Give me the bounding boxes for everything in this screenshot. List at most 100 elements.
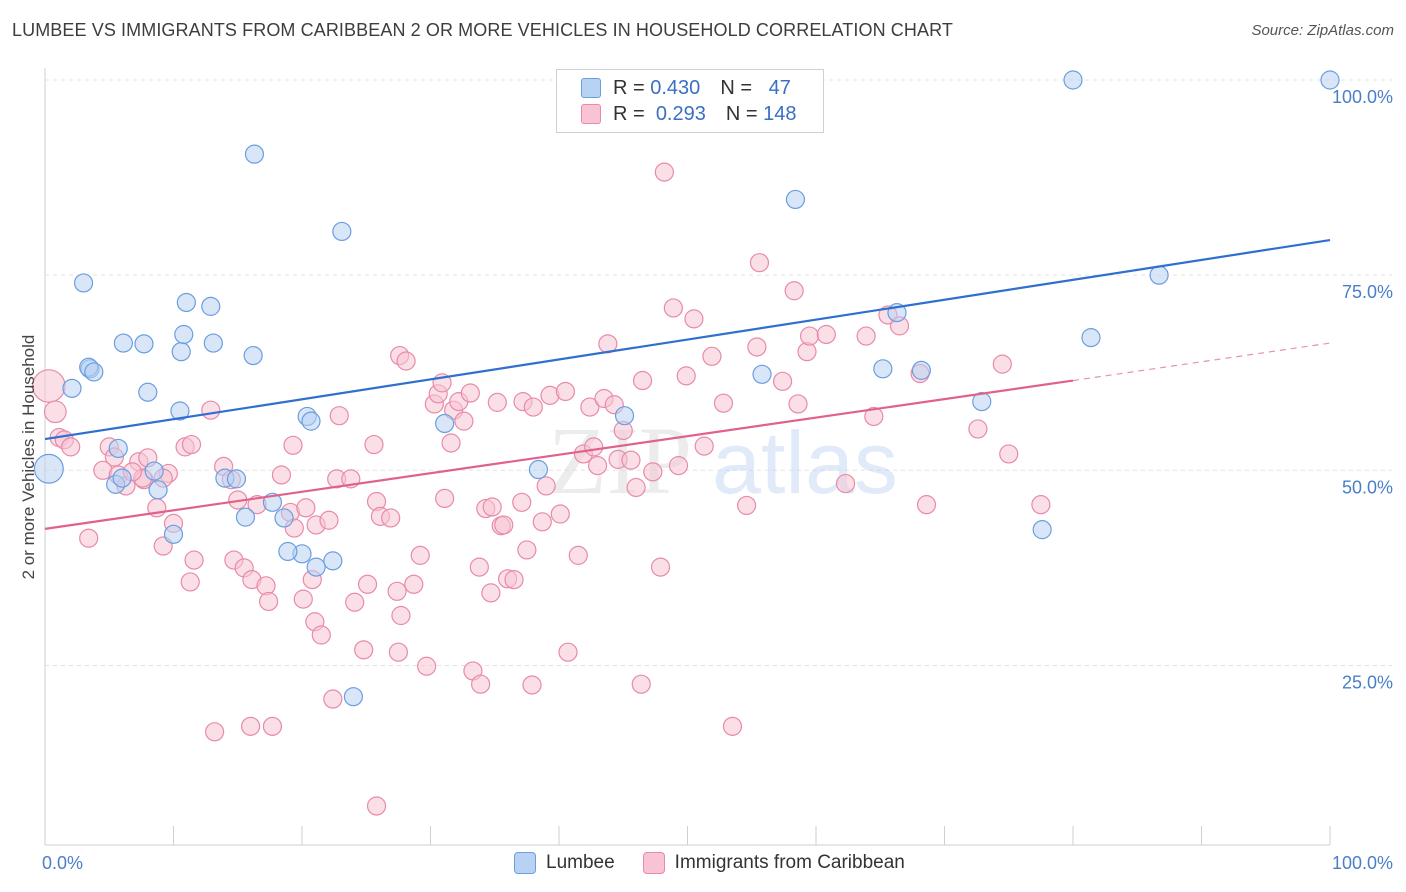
caribbean-point <box>643 462 663 482</box>
lumbee-point <box>108 438 128 459</box>
caribbean-point <box>663 298 683 318</box>
caribbean-point <box>469 557 489 577</box>
caribbean-point <box>460 383 480 403</box>
caribbean-point <box>319 510 339 530</box>
caribbean-point <box>504 569 524 590</box>
caribbean-point <box>441 433 461 453</box>
lumbee-point <box>134 334 154 354</box>
caribbean-point <box>364 434 384 455</box>
legend-item-caribbean: Immigrants from Caribbean <box>642 852 905 874</box>
lumbee-point <box>33 453 64 484</box>
trend-lines <box>44 238 1331 530</box>
lumbee-point <box>306 557 326 577</box>
caribbean-point <box>366 796 387 816</box>
caribbean-point <box>61 437 81 457</box>
n-label: N = <box>720 76 752 99</box>
caribbean-point <box>79 528 99 548</box>
caribbean-point <box>532 512 552 532</box>
lumbee-point <box>1032 520 1052 540</box>
lumbee-point <box>203 333 223 353</box>
caribbean-point <box>487 392 507 412</box>
caribbean-point <box>258 591 279 612</box>
caribbean-point <box>631 674 651 694</box>
caribbean-point <box>410 545 430 565</box>
lumbee-point <box>84 362 104 382</box>
caribbean-point <box>471 674 491 694</box>
caribbean-point <box>580 397 600 417</box>
caribbean-point <box>558 642 578 662</box>
caribbean-point <box>632 370 653 391</box>
series-lumbee-points <box>33 70 1340 707</box>
y-tick-label: 25.0% <box>1342 672 1393 692</box>
caribbean-r-value: 0.293 <box>655 102 706 125</box>
caribbean-point <box>737 495 757 516</box>
legend-row-lumbee: R = 0.430 N = 47 <box>581 76 791 100</box>
caribbean-point <box>523 397 543 417</box>
lumbee-point <box>278 541 298 562</box>
lumbee-point <box>1320 70 1340 90</box>
caribbean-point <box>293 589 313 609</box>
caribbean-trend-extension <box>1072 342 1331 382</box>
caribbean-point <box>816 324 836 345</box>
caribbean-point <box>772 371 793 391</box>
caribbean-point <box>584 437 604 457</box>
x-tick-label: 0.0% <box>42 853 83 873</box>
y-tick-label: 50.0% <box>1342 477 1393 497</box>
y-tick-label: 100.0% <box>1332 87 1393 107</box>
lumbee-point <box>148 480 168 500</box>
caribbean-point <box>454 411 474 431</box>
y-axis-label: 2 or more Vehicles in Household <box>19 335 38 580</box>
caribbean-point <box>512 492 532 512</box>
caribbean-point <box>381 508 401 528</box>
lumbee-point <box>170 401 190 421</box>
caribbean-trend-line <box>44 379 1074 530</box>
series-legend: Lumbee Immigrants from Caribbean <box>514 852 933 874</box>
y-tick-label: 75.0% <box>1342 282 1393 302</box>
caribbean-point <box>522 675 542 695</box>
caribbean-point <box>201 400 221 420</box>
lumbee-point <box>176 292 196 313</box>
caribbean-point <box>494 515 514 535</box>
caribbean-point <box>968 419 988 439</box>
lumbee-point <box>614 406 635 426</box>
caribbean-point <box>396 351 416 371</box>
caribbean-point <box>684 309 704 329</box>
tick-labels: 25.0% 50.0% 75.0% 100.0% 0.0% 100.0% <box>42 87 1393 873</box>
lumbee-legend-swatch <box>514 852 536 874</box>
caribbean-legend-swatch <box>642 852 665 874</box>
caribbean-point <box>555 381 576 402</box>
caribbean-point <box>354 640 374 660</box>
caribbean-point <box>1031 495 1051 515</box>
lumbee-trend-line <box>44 238 1331 441</box>
caribbean-point <box>676 366 696 386</box>
lumbee-point <box>752 364 772 384</box>
caribbean-point <box>835 473 856 494</box>
caribbean-point <box>587 456 608 476</box>
lumbee-point <box>171 342 191 362</box>
caribbean-point <box>388 642 408 662</box>
caribbean-point <box>205 722 225 742</box>
caribbean-point <box>568 545 588 565</box>
caribbean-point <box>749 253 770 273</box>
lumbee-point <box>243 345 263 366</box>
legend-row-caribbean: R = 0.293 N = 148 <box>581 102 797 126</box>
lumbee-point <box>62 378 82 398</box>
caribbean-point <box>784 281 804 301</box>
lumbee-r-value: 0.430 <box>650 76 701 99</box>
caribbean-point <box>417 656 437 676</box>
lumbee-point <box>785 189 806 210</box>
lumbee-point <box>332 221 352 242</box>
lumbee-point <box>113 333 133 353</box>
caribbean-point <box>916 495 937 515</box>
caribbean-point <box>311 625 331 645</box>
legend-item-lumbee: Lumbee <box>514 852 615 874</box>
lumbee-point <box>873 359 893 379</box>
watermark-atlas: atlas <box>712 413 898 512</box>
caribbean-point <box>999 444 1019 464</box>
caribbean-point <box>799 326 820 346</box>
caribbean-point <box>747 337 767 357</box>
caribbean-n-value: 148 <box>763 102 797 125</box>
caribbean-swatch <box>581 104 601 124</box>
x-tick-label: 100.0% <box>1332 853 1393 873</box>
lumbee-point <box>911 360 931 380</box>
